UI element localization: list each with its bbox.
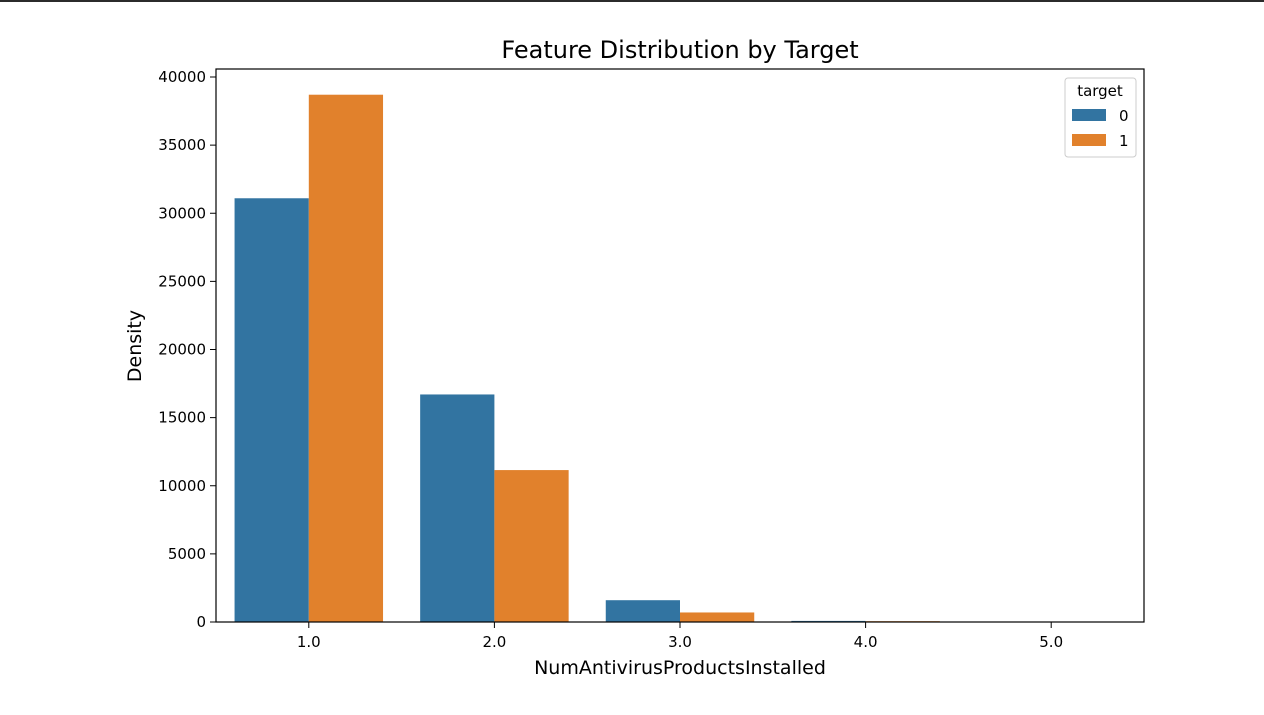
x-tick-label: 4.0	[854, 633, 878, 651]
y-tick-label: 5000	[168, 545, 206, 563]
x-axis-label: NumAntivirusProductsInstalled	[534, 657, 826, 679]
x-tick-label: 5.0	[1039, 633, 1063, 651]
bar-series-1-1.0	[308, 94, 384, 622]
legend-label-series-0: 0	[1119, 107, 1129, 125]
top-border-line	[0, 0, 1264, 2]
y-tick-label: 25000	[158, 272, 206, 290]
bar-series-1-3.0	[680, 612, 755, 622]
bar-series-0-3.0	[605, 600, 680, 622]
y-tick-label: 20000	[158, 341, 206, 359]
bar-series-0-2.0	[420, 394, 495, 622]
plot-area-frame	[215, 68, 1145, 623]
y-axis-label: Density	[124, 310, 146, 382]
y-axis-ticks: 0 5000 10000 15000 20000 25000 30000 35000 40000	[158, 68, 216, 631]
legend-title: target	[1077, 82, 1123, 100]
x-tick-label: 2.0	[482, 633, 506, 651]
chart-title: Feature Distribution by Target	[501, 36, 858, 64]
x-tick-label: 3.0	[668, 633, 692, 651]
y-tick-label: 15000	[158, 409, 206, 427]
x-tick-label: 1.0	[297, 633, 321, 651]
bar-series-1-2.0	[494, 470, 569, 622]
bar-series-0-1.0	[234, 198, 309, 622]
legend-label-series-1: 1	[1119, 132, 1129, 150]
y-tick-label: 10000	[158, 477, 206, 495]
legend-swatch-series-1	[1072, 134, 1106, 146]
x-axis-ticks: 1.0 2.0 3.0 4.0 5.0	[297, 622, 1063, 651]
y-tick-label: 40000	[158, 68, 206, 86]
legend: target 0 1	[1064, 77, 1137, 158]
bars-group	[234, 94, 940, 622]
legend-swatch-series-0	[1072, 109, 1106, 121]
y-tick-label: 30000	[158, 204, 206, 222]
y-tick-label: 0	[196, 613, 206, 631]
y-tick-label: 35000	[158, 136, 206, 154]
